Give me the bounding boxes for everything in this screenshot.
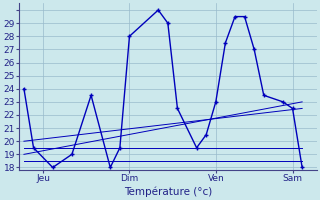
X-axis label: Température (°c): Température (°c): [124, 186, 212, 197]
